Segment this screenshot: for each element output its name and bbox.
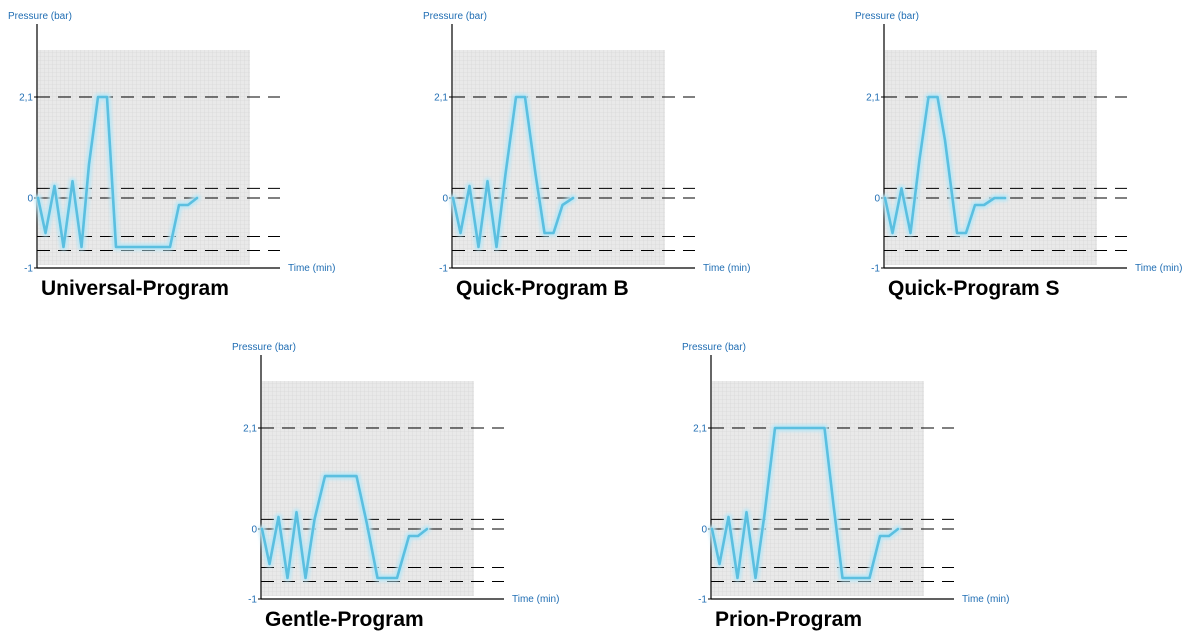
- y-tick-label-1: 2,1: [243, 424, 257, 435]
- y-tick-label-3: -1: [248, 595, 257, 606]
- y-tick-label-3: -1: [24, 264, 33, 275]
- chart-title: Universal-Program: [41, 277, 229, 300]
- y-axis-label: Pressure (bar): [423, 11, 487, 22]
- x-axis-label: Time (min): [288, 263, 335, 274]
- y-tick-label-2: 0: [27, 194, 33, 205]
- series-1-line: [260, 474, 429, 580]
- chart-title: Quick-Program B: [456, 277, 629, 300]
- y-tick-label-1: 2,1: [866, 93, 880, 104]
- x-axis-label: Time (min): [1135, 263, 1182, 274]
- plot-grid: [712, 381, 924, 596]
- chart-title: Gentle-Program: [265, 608, 424, 631]
- y-tick-label-3: -1: [871, 264, 880, 275]
- plot-grid: [453, 50, 665, 265]
- chart-panel-3: 2,1 0 -1 Pressure (bar) Time (min) Quick-Prog…: [855, 11, 1182, 300]
- y-tick-label-1: 2,1: [19, 93, 33, 104]
- x-axis-label: Time (min): [962, 594, 1009, 605]
- y-tick-label-2: 0: [701, 525, 707, 536]
- chart-panel-5: 2,1 0 -1 Pressure (bar) Time (min) Prion-Prog…: [682, 342, 1009, 631]
- y-tick-label-2: 0: [874, 194, 880, 205]
- chart-panel-1: 2,1 0 -1 Pressure (bar) Time (min) Universal-…: [8, 11, 335, 300]
- series-1-line: [451, 95, 575, 249]
- y-tick-label-2: 0: [251, 525, 257, 536]
- y-tick-label-3: -1: [439, 264, 448, 275]
- chart-title: Quick-Program S: [888, 277, 1060, 300]
- x-axis-label: Time (min): [703, 263, 750, 274]
- chart-panel-4: 2,1 0 -1 Pressure (bar) Time (min) Gentle-Pro…: [232, 342, 559, 631]
- y-axis-label: Pressure (bar): [682, 342, 746, 353]
- y-axis-label: Pressure (bar): [855, 11, 919, 22]
- series-1-line: [710, 426, 900, 580]
- y-axis-label: Pressure (bar): [8, 11, 72, 22]
- y-axis-label: Pressure (bar): [232, 342, 296, 353]
- y-tick-label-2: 0: [442, 194, 448, 205]
- plot-grid: [262, 381, 474, 596]
- series-1-line: [883, 95, 1007, 235]
- series-1-line: [36, 95, 199, 249]
- x-axis-label: Time (min): [512, 594, 559, 605]
- chart-title: Prion-Program: [715, 608, 862, 631]
- chart-panel-2: 2,1 0 -1 Pressure (bar) Time (min) Quick-Prog…: [423, 11, 750, 300]
- y-tick-label-1: 2,1: [434, 93, 448, 104]
- y-tick-label-3: -1: [698, 595, 707, 606]
- plot-grid: [38, 50, 250, 265]
- y-tick-label-1: 2,1: [693, 424, 707, 435]
